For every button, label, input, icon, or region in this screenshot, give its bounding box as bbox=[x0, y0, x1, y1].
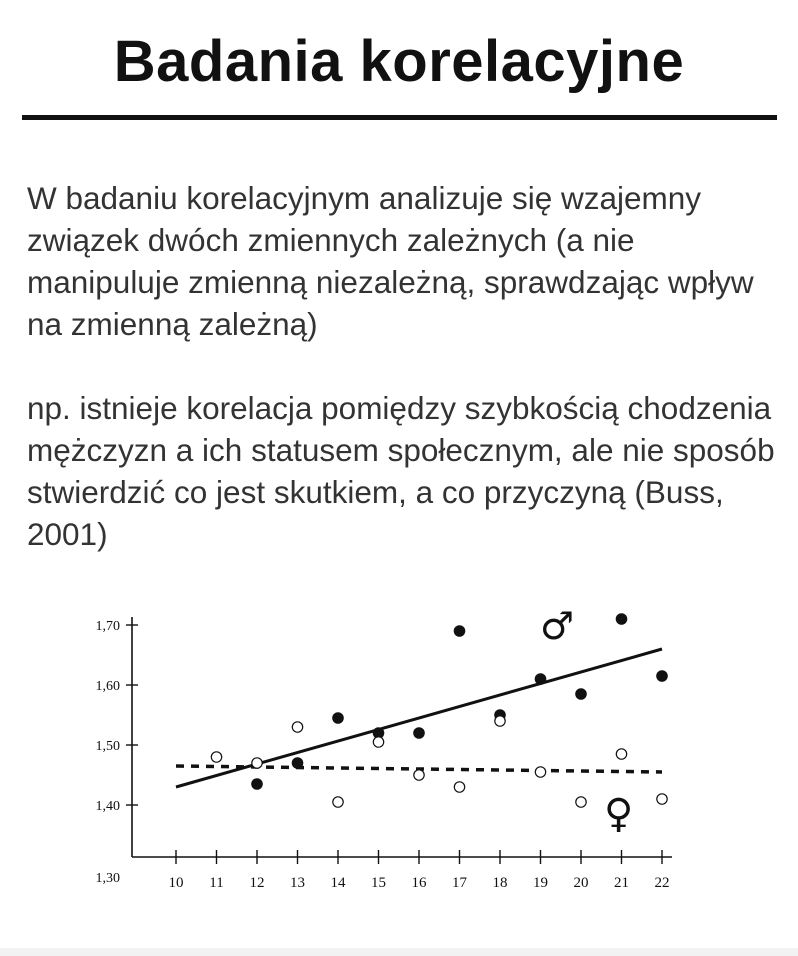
female-data-point bbox=[413, 769, 425, 781]
chart-gender-symbols: ♂♀ bbox=[540, 604, 633, 837]
female-data-point bbox=[332, 796, 344, 808]
x-tick-label: 10 bbox=[169, 875, 184, 891]
male-data-point bbox=[534, 673, 547, 685]
female-data-point bbox=[615, 748, 628, 760]
y-tick-label: 1,30 bbox=[96, 871, 121, 886]
x-tick-label: 20 bbox=[574, 875, 589, 891]
female-data-point bbox=[656, 793, 668, 805]
female-data-point bbox=[534, 766, 547, 778]
x-tick-label: 22 bbox=[655, 875, 670, 891]
x-tick-label: 19 bbox=[533, 875, 548, 891]
y-tick-label: 1,50 bbox=[96, 739, 121, 754]
female-data-point bbox=[210, 751, 223, 763]
male-data-point bbox=[251, 778, 263, 790]
chart-axes: 1,30 1,40 1,50 1,60 1,70 10 11 12 13 14 15 16 17 18 19… bbox=[96, 617, 672, 891]
female-data-point bbox=[575, 796, 587, 808]
x-tick-label: 17 bbox=[452, 875, 468, 891]
y-tick-label: 1,70 bbox=[96, 619, 121, 634]
male-data-point bbox=[453, 625, 466, 637]
y-tick-label: 1,40 bbox=[96, 799, 121, 814]
chart-points bbox=[210, 613, 668, 808]
bottom-edge bbox=[0, 948, 798, 956]
paragraph-example: np. istnieje korelacja pomiędzy szybkośc… bbox=[27, 390, 775, 552]
male-symbol-icon: ♂ bbox=[540, 604, 574, 648]
female-data-point bbox=[291, 721, 304, 733]
female-data-point bbox=[453, 781, 466, 793]
x-tick-label: 15 bbox=[371, 875, 386, 891]
x-tick-label: 13 bbox=[290, 875, 305, 891]
y-tick-label: 1,60 bbox=[96, 679, 121, 694]
female-data-point bbox=[251, 757, 263, 769]
x-tick-label: 16 bbox=[412, 875, 428, 891]
title-underline bbox=[22, 115, 777, 120]
female-data-point bbox=[372, 736, 385, 748]
x-tick-label: 11 bbox=[209, 875, 223, 891]
slide-title: Badania korelacyjne bbox=[113, 29, 685, 94]
male-trend-line bbox=[175, 647, 663, 789]
male-data-point bbox=[575, 688, 587, 700]
male-data-point bbox=[332, 712, 344, 724]
female-data-point bbox=[494, 715, 506, 727]
x-tick-label: 18 bbox=[493, 875, 508, 891]
x-tick-label: 21 bbox=[614, 875, 629, 891]
female-symbol-icon: ♀ bbox=[604, 791, 633, 837]
scatter-chart: 1,30 1,40 1,50 1,60 1,70 10 11 12 13 14 15 16 17 18 19… bbox=[96, 604, 672, 891]
male-data-point bbox=[291, 757, 304, 769]
paragraph-definition: W badaniu korelacyjnym analizuje się wza… bbox=[27, 180, 754, 342]
x-tick-label: 12 bbox=[250, 875, 265, 891]
x-tick-label: 14 bbox=[331, 875, 347, 891]
chart-trend-lines bbox=[175, 647, 663, 789]
male-data-point bbox=[656, 670, 668, 682]
male-data-point bbox=[615, 613, 628, 625]
male-data-point bbox=[413, 727, 425, 739]
